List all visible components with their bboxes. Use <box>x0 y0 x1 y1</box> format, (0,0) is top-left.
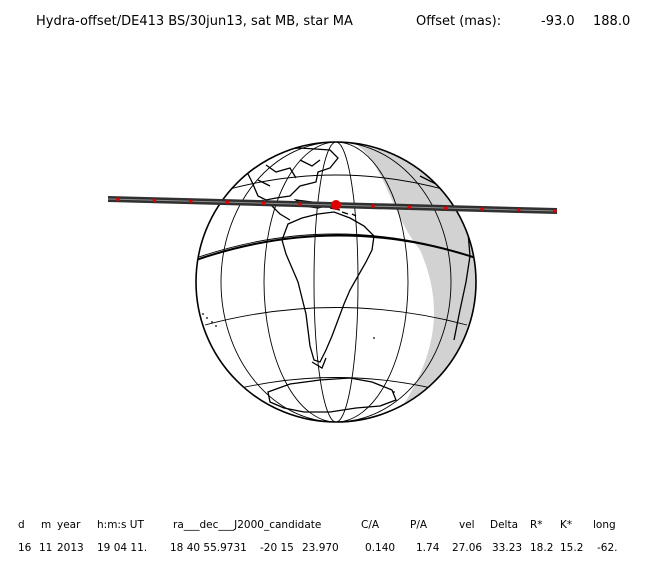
value-kstar: 15.2 <box>560 542 584 554</box>
value-ra: 18 40 55.9731 <box>170 542 247 554</box>
value-vel: 27.06 <box>452 542 483 554</box>
col-header-long: long <box>593 519 616 531</box>
time-tick-dot <box>298 202 302 206</box>
value-long: -62. <box>597 542 618 554</box>
value-pa: 1.74 <box>416 542 440 554</box>
col-header-ut: h:m:s UT <box>97 519 144 531</box>
time-tick-dot <box>480 207 485 211</box>
offset-x-value: -93.0 <box>541 14 575 29</box>
globe-limb <box>195 141 477 423</box>
value-month: 11 <box>39 542 53 554</box>
col-header-radec: ra___dec___J2000_candidate <box>173 519 322 531</box>
col-header-delta: Delta <box>490 519 519 531</box>
value-day: 16 <box>18 542 32 554</box>
offset-label: Offset (mas): <box>416 14 502 29</box>
col-header-vel: vel <box>459 519 475 531</box>
equator-line <box>196 234 476 261</box>
offset-y-value: 188.0 <box>593 14 631 29</box>
time-tick-dot <box>225 200 230 204</box>
col-header-day: d <box>18 519 25 531</box>
time-tick-dot <box>152 198 157 203</box>
time-tick-dot <box>444 206 448 210</box>
time-tick-dot <box>553 209 557 213</box>
time-tick-dot <box>261 201 266 205</box>
plot-title: Hydra-offset/DE413 BS/30jun13, sat MB, s… <box>36 14 353 29</box>
value-ut: 19 04 11. <box>97 542 148 554</box>
time-tick-dot <box>116 197 120 202</box>
col-header-year: year <box>57 519 81 531</box>
value-year: 2013 <box>57 542 84 554</box>
col-header-ca: C/A <box>361 519 380 531</box>
closest-approach-marker <box>331 200 341 210</box>
col-header-month: m <box>41 519 52 531</box>
col-header-pa: P/A <box>410 519 428 531</box>
col-header-rstar: R* <box>530 519 543 531</box>
value-dec-sec: 23.970 <box>302 542 339 554</box>
value-rstar: 18.2 <box>530 542 554 554</box>
col-header-kstar: K* <box>560 519 573 531</box>
time-tick-dot <box>189 199 193 204</box>
island-dots <box>202 313 395 393</box>
time-tick-dot <box>371 204 375 208</box>
value-ca: 0.140 <box>365 542 396 554</box>
time-tick-dot <box>516 208 521 212</box>
time-tick-dot <box>407 205 412 209</box>
value-dec: -20 15 <box>260 542 294 554</box>
value-delta: 33.23 <box>492 542 523 554</box>
